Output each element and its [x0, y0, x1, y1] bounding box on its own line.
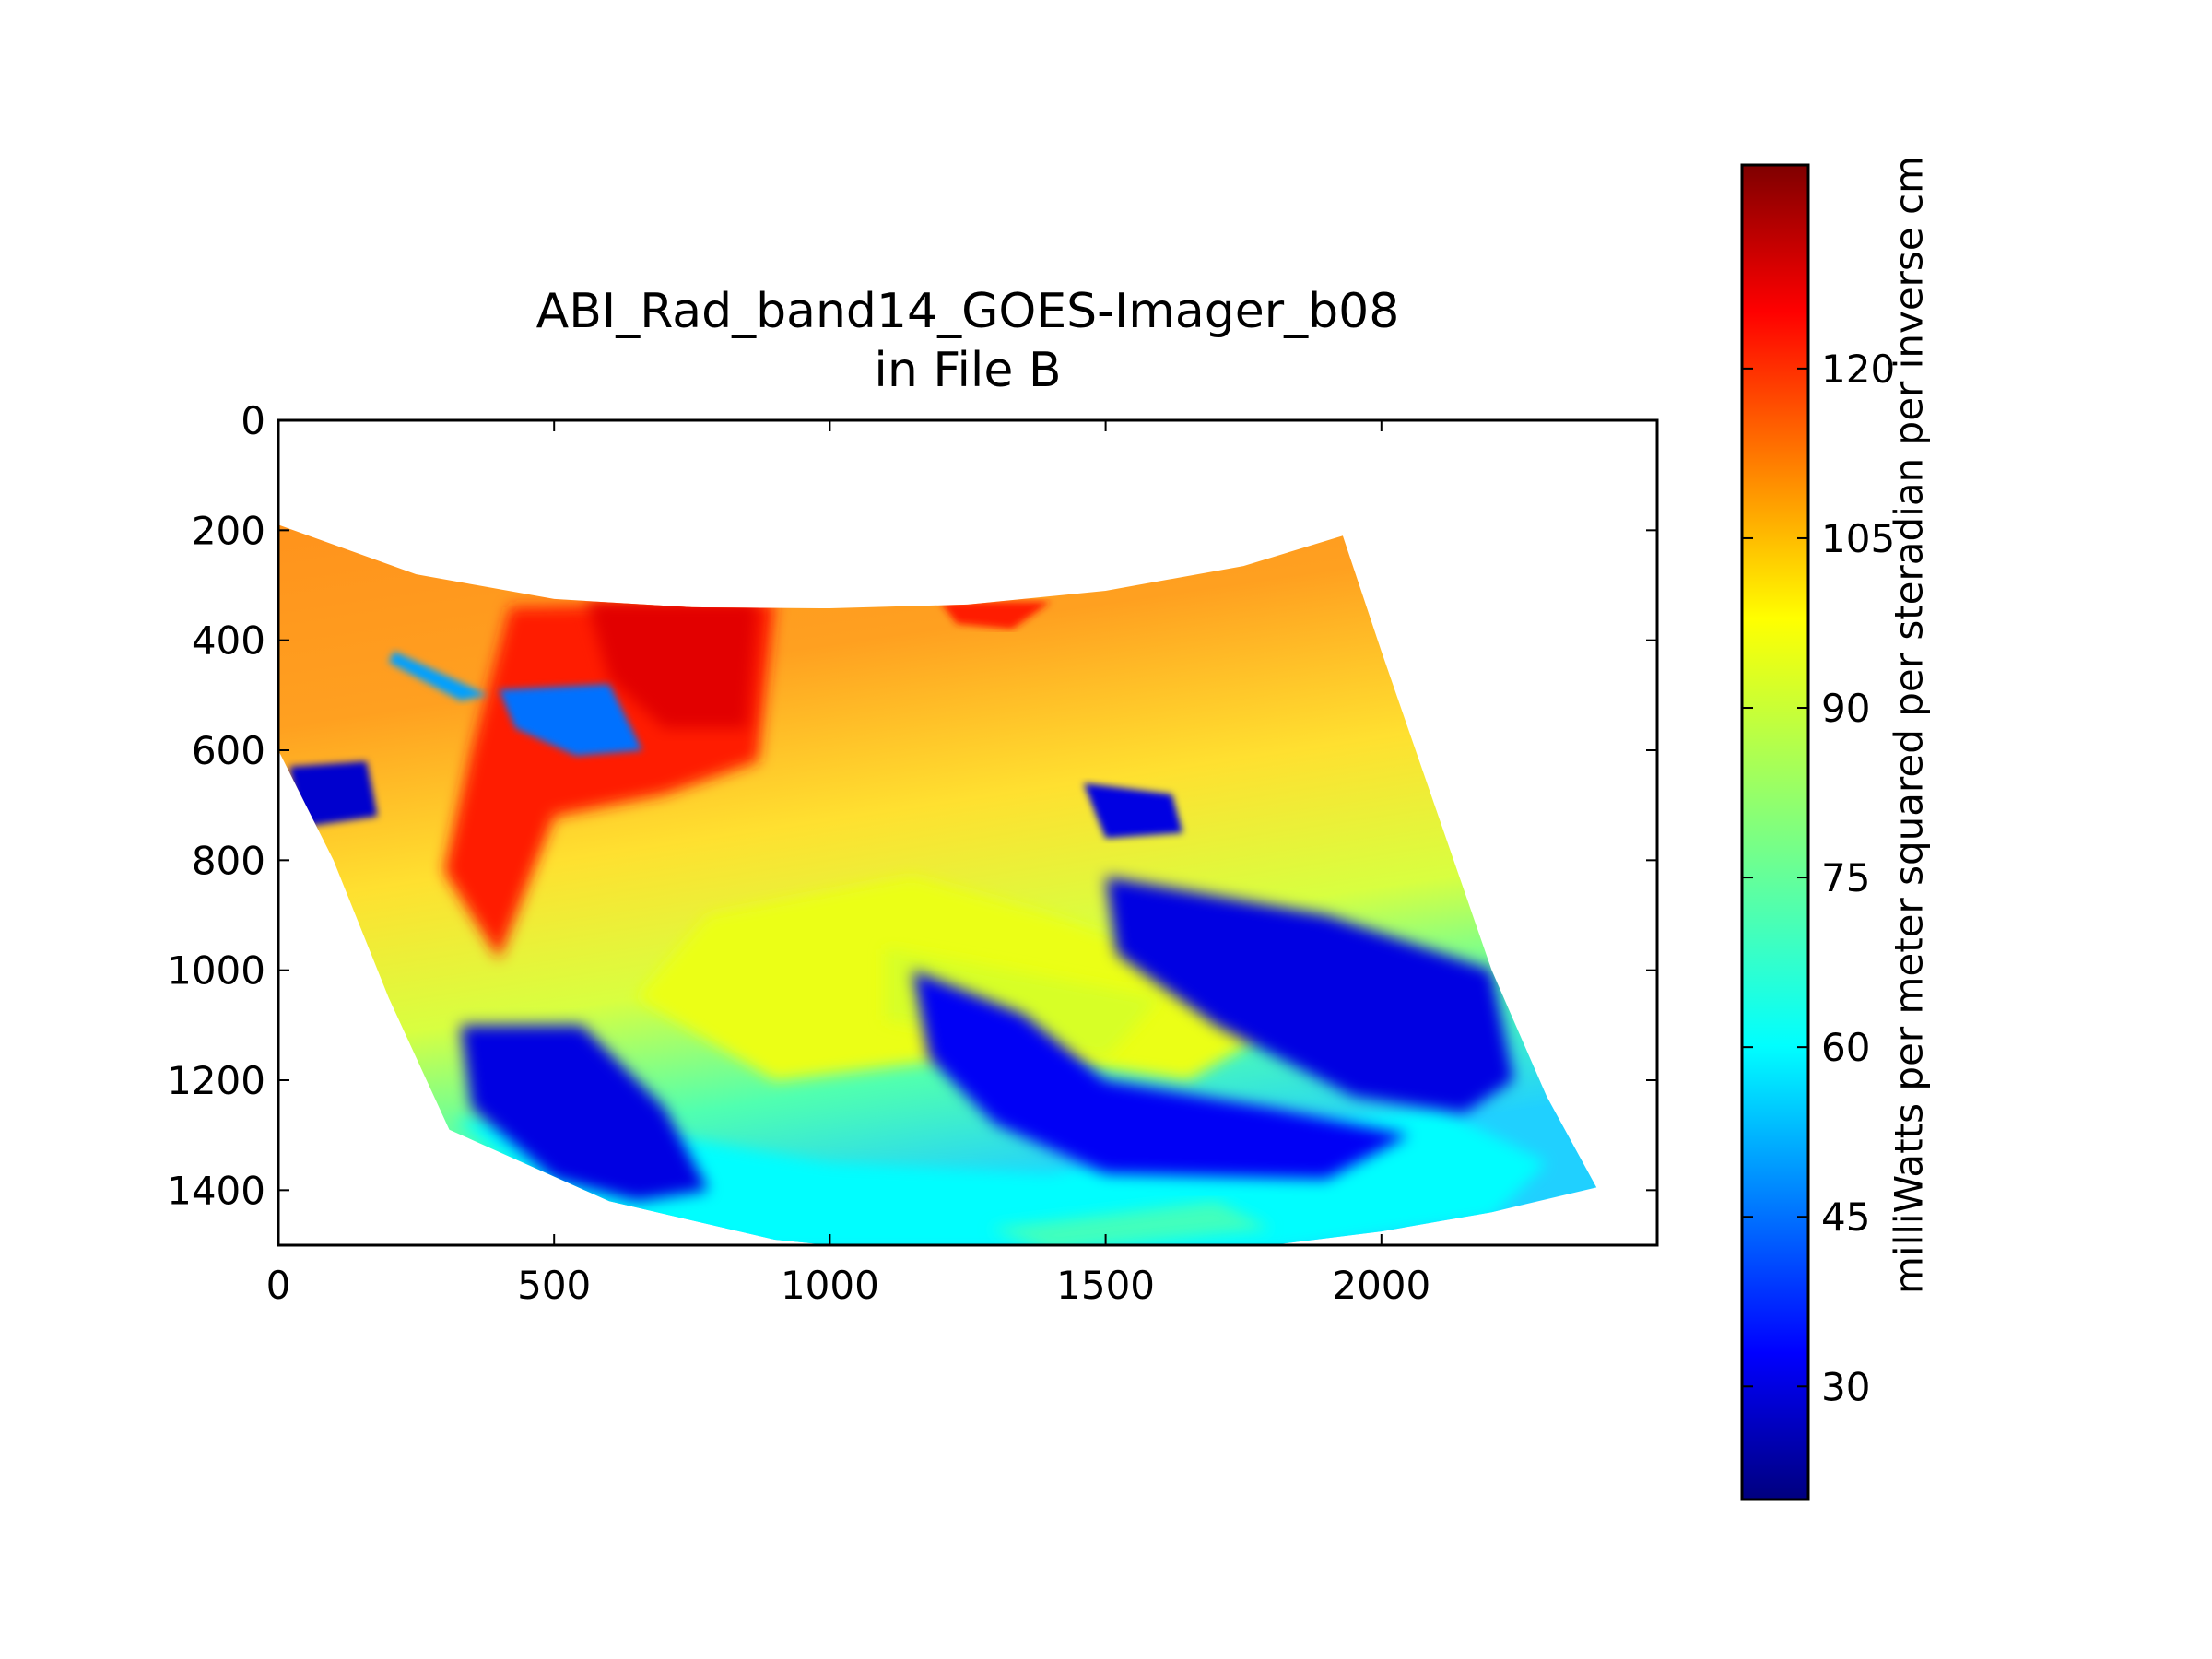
- axes-frame: [276, 418, 1659, 1247]
- colorbar-gradient: [1740, 163, 1810, 1501]
- colorbar-label: milliWatts per meter squared per steradi…: [1886, 155, 1932, 1295]
- y-tick-label: 0: [241, 398, 265, 443]
- cold-streak-north: [499, 684, 642, 756]
- green-south-edge: [989, 1201, 1272, 1245]
- colorbar-tick-label: 60: [1821, 1025, 1870, 1070]
- cold-comma-band: [912, 970, 1409, 1180]
- colorbar-tick-label: 45: [1821, 1194, 1870, 1240]
- cold-southwest: [460, 1025, 709, 1202]
- colorbar-tick-label: 120: [1821, 347, 1895, 392]
- heatmap-image: [278, 524, 1597, 1245]
- y-tick-label: 200: [192, 508, 265, 553]
- y-tick-label: 1200: [167, 1058, 265, 1103]
- chart-subtitle: in File B: [874, 343, 1062, 398]
- colorbar-tick-label: 30: [1821, 1364, 1870, 1409]
- x-tick-label: 500: [517, 1263, 591, 1308]
- cool-streak-northwest: [388, 651, 488, 701]
- axes: 0 500 1000 1500 2000 0 200 400 600 800 1000 1200 140…: [167, 398, 1659, 1308]
- hot-strip-north: [940, 601, 1051, 629]
- colorbar-tick-label: 105: [1821, 516, 1895, 561]
- chart-title: ABI_Rad_band14_GOES-Imager_b08: [535, 284, 1400, 339]
- colorbar: 30 45 60 75 90 105 120: [1740, 163, 1895, 1501]
- swath: [278, 524, 1597, 1245]
- y-tick-label: 1000: [167, 948, 265, 994]
- colorbar-tick-label: 90: [1821, 686, 1870, 731]
- cold-east-system: [1105, 877, 1514, 1113]
- y-tick-label: 1400: [167, 1168, 265, 1213]
- x-tick-label: 1500: [1056, 1263, 1155, 1308]
- hot-core-region: [587, 601, 759, 729]
- x-tick-label: 0: [266, 1263, 291, 1308]
- y-tick-label: 400: [192, 618, 265, 664]
- y-tick-label: 600: [192, 728, 265, 773]
- cold-patch-central: [1083, 782, 1183, 839]
- x-tick-label: 2000: [1332, 1263, 1430, 1308]
- colorbar-tick-label: 75: [1821, 855, 1870, 900]
- y-tick-label: 800: [192, 838, 265, 883]
- cold-west-patch: [288, 760, 378, 828]
- x-tick-label: 1000: [781, 1263, 879, 1308]
